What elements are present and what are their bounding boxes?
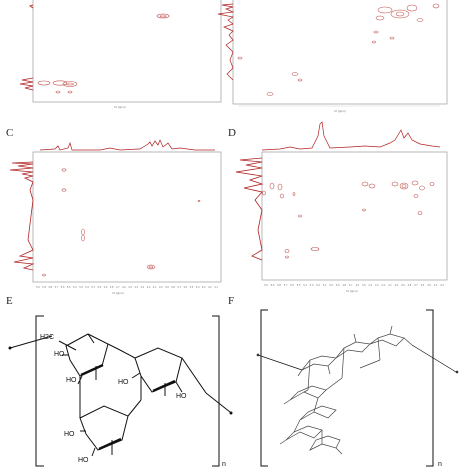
- x-tick-label: 4.2: [147, 285, 151, 289]
- x-tick-label: 3.7: [177, 285, 181, 289]
- x-tick-label: 3.3: [202, 285, 206, 289]
- panel-c-spectrum: 6.0 5.9 5.8 5.7 5.6 5.5 5.4 5.3 5.2 5.1 5.0 4.9 4.8 4…: [9, 139, 222, 289]
- x-tick-label: 4.0: [159, 285, 163, 289]
- oh-label: HO: [54, 351, 65, 358]
- x-tick-label: 3.1: [214, 285, 218, 289]
- panel-d-xaxis-title: f2 (ppm): [346, 289, 357, 293]
- x-tick-label: 4.3: [140, 285, 144, 289]
- x-tick-label: 3.4: [196, 285, 200, 289]
- x-tick-label: 4.8: [110, 285, 114, 289]
- x-tick-label: 3.8: [171, 285, 175, 289]
- panel-f-text: n: [438, 461, 442, 468]
- panel-e-text: H2C HO HO HO HO HO HO n: [40, 334, 226, 468]
- repeat-n: n: [438, 461, 442, 468]
- x-tick-label: 5.2: [85, 285, 89, 289]
- panel-e-structure: [8, 315, 233, 467]
- x-tick-label: 5.6: [61, 285, 65, 289]
- x-tick-label: 4.2: [381, 283, 385, 287]
- panel-d-spectrum: 5.0 5.9 5.8 5.7 5.6 5.5 5.4 5.3 5.2 5.1 5.0 4.9 4.8 4…: [235, 121, 448, 287]
- x-tick-label: 5.8: [277, 283, 281, 287]
- x-tick-label: 5.2: [316, 283, 320, 287]
- x-tick-label: 5.5: [67, 285, 71, 289]
- x-tick-label: 3.2: [208, 285, 212, 289]
- x-tick-label: 5.1: [323, 283, 327, 287]
- x-tick-label: 5.4: [73, 285, 77, 289]
- x-tick-label: 5.0: [98, 285, 102, 289]
- x-tick-label: 5.0: [329, 283, 333, 287]
- x-tick-label: 5.8: [48, 285, 52, 289]
- panel-a-xaxis-title: f2 (ppm): [114, 105, 125, 109]
- x-tick-label: 5.7: [284, 283, 288, 287]
- x-tick-label: 4.1: [388, 283, 392, 287]
- ch2-group: H2C: [40, 334, 54, 341]
- panel-d-x-ticks: 5.0 5.9 5.8 5.7 5.6 5.5 5.4 5.3 5.2 5.1 5.0 4.9 4.8 4…: [264, 283, 444, 287]
- x-tick-label: 5.5: [297, 283, 301, 287]
- x-tick-label: 3.7: [414, 283, 418, 287]
- x-tick-label: 4.5: [362, 283, 366, 287]
- x-tick-label: 4.8: [342, 283, 346, 287]
- x-tick-label: 4.5: [128, 285, 132, 289]
- x-tick-label: 5.3: [310, 283, 314, 287]
- x-tick-label: 3.4: [434, 283, 438, 287]
- x-tick-label: 4.6: [122, 285, 126, 289]
- x-tick-label: 3.6: [183, 285, 187, 289]
- x-tick-label: 4.9: [104, 285, 108, 289]
- x-tick-label: 3.9: [401, 283, 405, 287]
- oh-label: HO: [64, 431, 75, 438]
- panel-c-xaxis-title: f2 (ppm): [112, 291, 123, 295]
- x-tick-label: 5.1: [91, 285, 95, 289]
- x-tick-label: 4.3: [375, 283, 379, 287]
- repeat-n: n: [222, 461, 226, 468]
- oh-label: HO: [118, 379, 129, 386]
- panel-c-x-ticks: 6.0 5.9 5.8 5.7 5.6 5.5 5.4 5.3 5.2 5.1 5.0 4.9 4.8 4…: [36, 285, 218, 289]
- panel-b-xaxis-title: f2 (ppm): [334, 109, 345, 113]
- x-tick-label: 3.5: [427, 283, 431, 287]
- x-tick-label: 4.0: [395, 283, 399, 287]
- x-tick-label: 4.9: [336, 283, 340, 287]
- x-tick-label: 5.4: [303, 283, 307, 287]
- x-tick-label: 3.3: [440, 283, 444, 287]
- panel-f-structure: [256, 309, 459, 467]
- x-tick-label: 3.8: [408, 283, 412, 287]
- x-tick-label: 5.6: [290, 283, 294, 287]
- x-tick-label: 4.4: [134, 285, 138, 289]
- oh-label: HO: [78, 457, 89, 464]
- x-tick-label: 5.9: [42, 285, 46, 289]
- x-tick-label: 5.7: [55, 285, 59, 289]
- panel-a-spectrum: [19, 0, 222, 103]
- oh-label: HO: [66, 377, 77, 384]
- x-tick-label: 4.6: [355, 283, 359, 287]
- x-tick-label: 3.5: [190, 285, 194, 289]
- x-tick-label: 5.0: [264, 283, 268, 287]
- panel-e-label: E: [6, 295, 13, 307]
- panel-f-label: F: [228, 295, 234, 307]
- panel-b-spectrum: [217, 0, 448, 107]
- panel-c-label: C: [6, 127, 13, 139]
- x-tick-label: 4.4: [368, 283, 372, 287]
- panel-d-label: D: [228, 127, 236, 139]
- x-tick-label: 5.3: [79, 285, 83, 289]
- x-tick-label: 4.1: [153, 285, 157, 289]
- x-tick-label: 4.7: [349, 283, 353, 287]
- x-tick-label: 5.9: [271, 283, 275, 287]
- x-tick-label: 6.0: [36, 285, 40, 289]
- oh-label: HO: [176, 393, 187, 400]
- x-tick-label: 4.7: [116, 285, 120, 289]
- x-tick-label: 3.6: [421, 283, 425, 287]
- x-tick-label: 3.9: [165, 285, 169, 289]
